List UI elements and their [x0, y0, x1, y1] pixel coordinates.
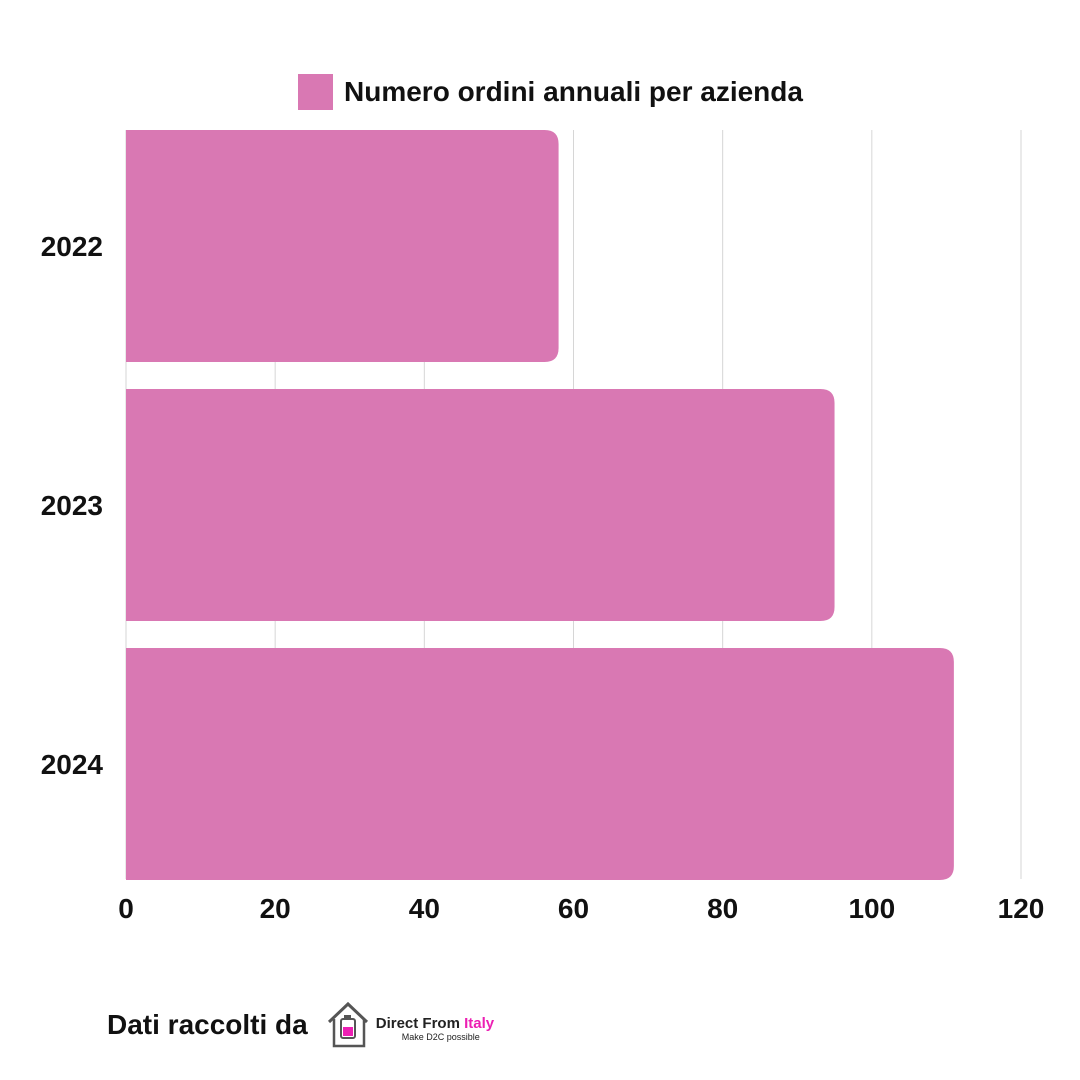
legend-swatch: [298, 74, 333, 110]
category-labels: 2022 2023 2024: [41, 231, 104, 780]
logo-tagline: Make D2C possible: [401, 1031, 480, 1042]
house-logo-icon: [327, 1001, 368, 1048]
brand-logo: Direct From Italy Make D2C possible: [326, 1000, 494, 1050]
x-tick-label: 20: [260, 893, 291, 924]
x-tick-labels: 0 20 40 60 80 100 120: [118, 893, 1044, 924]
x-tick-label: 0: [118, 893, 134, 924]
category-label: 2024: [41, 749, 104, 780]
footer-text: Dati raccolti da: [107, 1009, 308, 1040]
x-tick-label: 40: [409, 893, 440, 924]
x-tick-label: 100: [848, 893, 895, 924]
x-tick-label: 80: [707, 893, 738, 924]
logo-name: Direct From Italy: [375, 1014, 495, 1032]
footer: Dati raccolti da Direct From Italy Make …: [107, 1000, 494, 1050]
category-label: 2023: [41, 490, 103, 521]
bar-2024: [126, 648, 954, 880]
legend: Numero ordini annuali per azienda: [298, 74, 803, 110]
x-tick-label: 60: [558, 893, 589, 924]
category-label: 2022: [41, 231, 103, 262]
bar-chart: 2022 2023 2024 0 20 40 60 80 100 120 Numero ordi…: [41, 74, 1044, 924]
x-tick-label: 120: [998, 893, 1045, 924]
bars: [126, 130, 954, 880]
bar-2023: [126, 389, 835, 621]
bar-2022: [126, 130, 559, 362]
legend-label: Numero ordini annuali per azienda: [344, 76, 803, 107]
